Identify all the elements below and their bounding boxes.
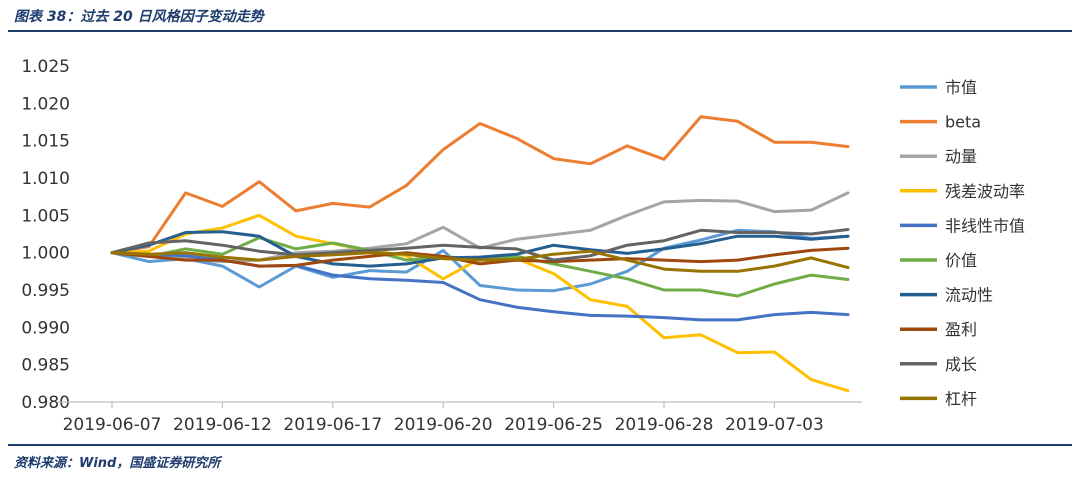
y-tick-label: 1.015: [21, 132, 70, 152]
y-tick-label: 1.005: [21, 206, 70, 226]
legend-label: beta: [945, 113, 981, 132]
series-line-0: [110, 228, 850, 293]
legend-label: 盈利: [945, 320, 977, 339]
x-axis: 2019-06-07 2019-06-12 2019-06-17 2019-06-20…: [58, 401, 862, 435]
legend-label: 非线性市值: [945, 216, 1025, 235]
y-tick-label: 1.025: [21, 57, 70, 77]
x-tick-label: 2019-06-25: [504, 415, 603, 435]
x-tick-label: 2019-06-17: [283, 415, 382, 435]
y-tick-label: 0.980: [21, 393, 70, 413]
x-tick-label: 2019-06-28: [615, 415, 714, 435]
legend-label: 市值: [945, 78, 977, 97]
legend-label: 价值: [945, 251, 977, 270]
legend-label: 动量: [945, 147, 977, 166]
series-line-8: [110, 228, 850, 262]
legend-label: 残差波动率: [945, 182, 1025, 201]
y-tick-label: 1.020: [21, 94, 70, 114]
bottom-rule: [8, 444, 1072, 446]
y-tick-label: 0.990: [21, 318, 70, 338]
figure-title: 图表 38：过去 20 日风格因子变动走势: [14, 9, 264, 25]
x-tick-label: 2019-06-07: [63, 415, 162, 435]
x-tick-label: 2019-06-12: [173, 415, 272, 435]
series-line-3: [110, 213, 850, 393]
series-line-6: [110, 230, 850, 268]
legend-label: 成长: [945, 355, 977, 374]
x-tick-label: 2019-07-03: [725, 415, 824, 435]
y-tick-label: 1.000: [21, 244, 70, 264]
y-axis: 0.980 0.985 0.990 0.995 1.000 1.005 1.010 1.015…: [21, 57, 70, 413]
y-tick-label: 1.010: [21, 169, 70, 189]
y-tick-label: 0.985: [21, 356, 70, 376]
series-line-7: [110, 246, 850, 268]
series-line-1: [110, 115, 850, 255]
top-rule: [8, 30, 1072, 32]
legend-label: 流动性: [945, 286, 993, 305]
x-tick-label: 2019-06-20: [394, 415, 493, 435]
series-line-9: [110, 249, 850, 273]
source-note: 资料来源：Wind，国盛证券研究所: [14, 456, 221, 471]
series-layer: [110, 115, 850, 393]
legend-label: 杠杆: [945, 389, 977, 408]
y-tick-label: 0.995: [21, 281, 70, 301]
